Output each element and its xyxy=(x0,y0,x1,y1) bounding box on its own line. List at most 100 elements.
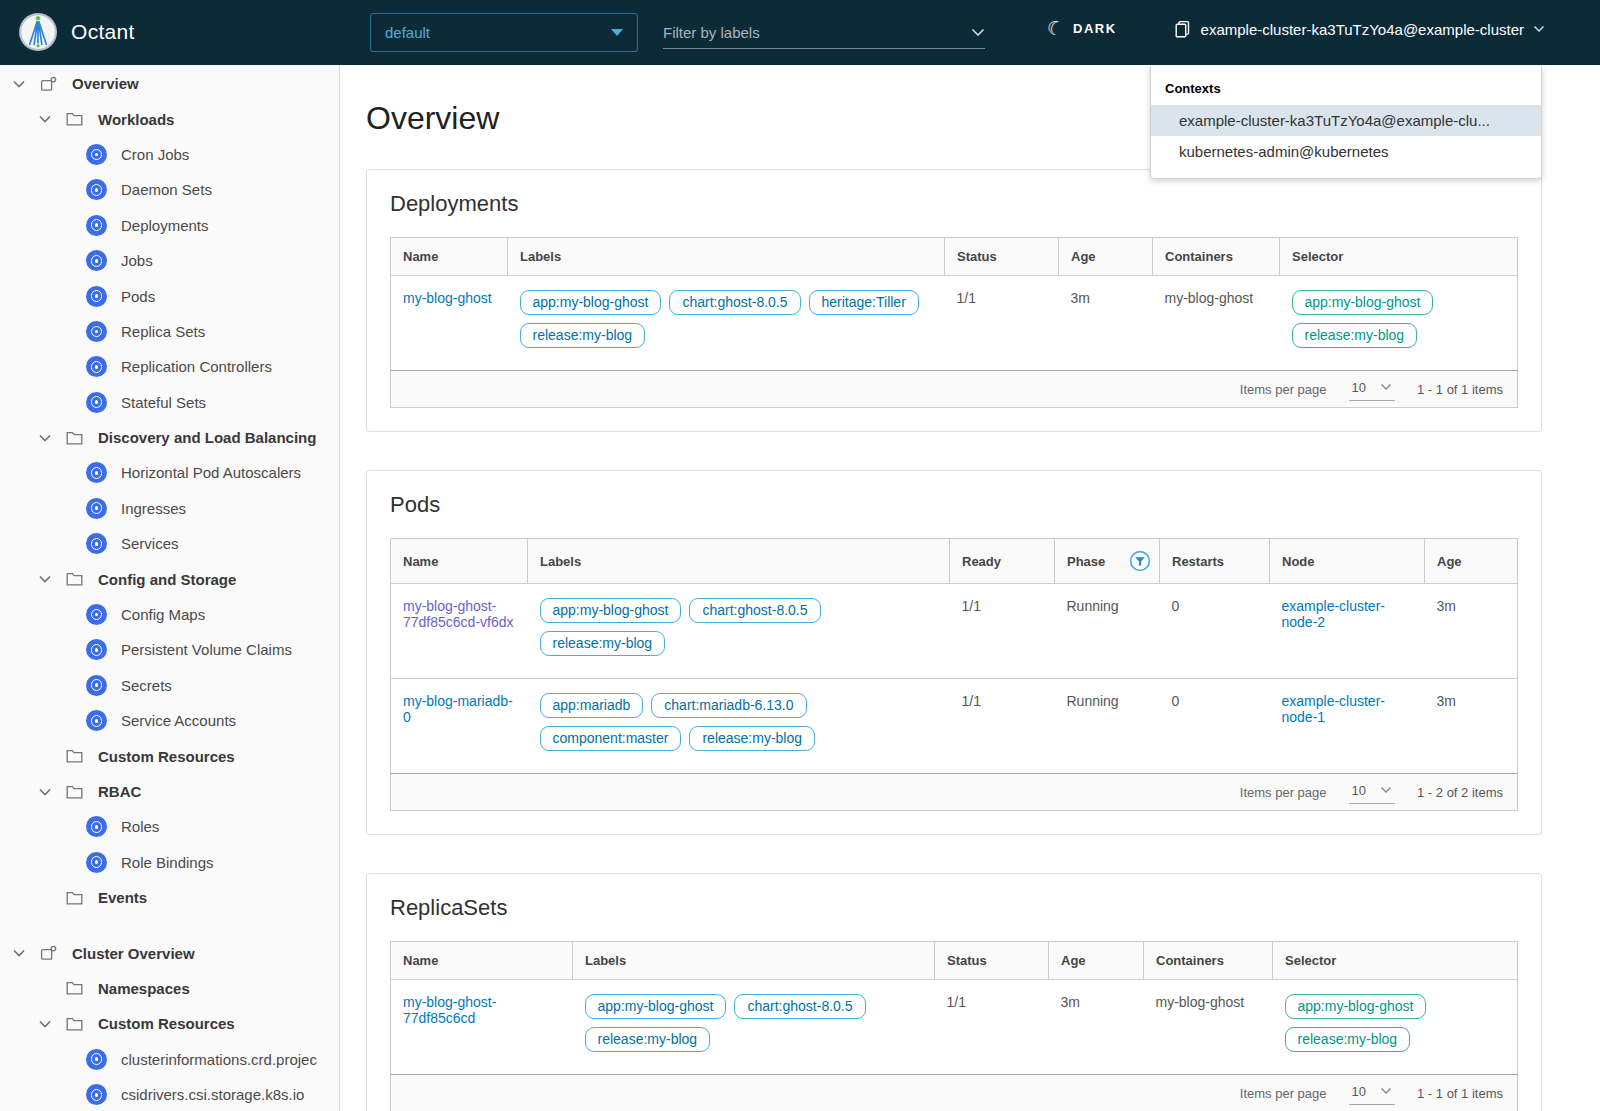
label-tag: app:my-blog-ghost xyxy=(540,598,682,623)
sidebar-item-deployments[interactable]: Deployments xyxy=(0,208,339,243)
chevron-down-icon[interactable] xyxy=(38,1019,53,1029)
label-tag: release:my-blog xyxy=(540,631,666,656)
contexts-dropdown: Contexts example-cluster-ka3TuTzYo4a@exa… xyxy=(1150,66,1542,179)
chevron-down-icon[interactable] xyxy=(38,433,53,443)
column-header-status: Status xyxy=(945,238,1059,276)
sidebar-item-roles[interactable]: Roles xyxy=(0,809,339,844)
sidebar-item-stateful-sets[interactable]: Stateful Sets xyxy=(0,385,339,420)
table-row: my-blog-ghostapp:my-blog-ghostchart:ghos… xyxy=(391,276,1518,371)
filter-by-labels-input[interactable]: Filter by labels xyxy=(663,16,985,49)
context-selector[interactable]: example-cluster-ka3TuTzYo4a@example-clus… xyxy=(1174,20,1545,38)
dark-theme-toggle[interactable]: ☾ DARK xyxy=(1047,19,1117,38)
card-title: ReplicaSets xyxy=(390,895,1518,921)
sidebar-item-label: clusterinformations.crd.projec xyxy=(121,1051,317,1068)
sidebar-item-namespaces[interactable]: Namespaces xyxy=(0,971,339,1006)
sidebar-item-csidrivers-csi-storage-k8s-io[interactable]: csidrivers.csi.storage.k8s.io xyxy=(0,1077,339,1111)
label-tag: chart:mariadb-6.13.0 xyxy=(651,693,806,718)
sidebar-item-label: Namespaces xyxy=(98,980,190,997)
label-tag: release:my-blog xyxy=(520,323,646,348)
column-header-containers: Containers xyxy=(1144,942,1273,980)
sidebar-item-workloads[interactable]: Workloads xyxy=(0,101,339,136)
column-header-inner: Age xyxy=(1437,554,1505,569)
sidebar-item-ingresses[interactable]: Ingresses xyxy=(0,491,339,526)
items-per-page-select[interactable]: 10 xyxy=(1349,378,1395,401)
sidebar-item-persistent-volume-claims[interactable]: Persistent Volume Claims xyxy=(0,632,339,667)
resource-icon xyxy=(86,639,107,660)
chevron-down-icon xyxy=(1380,786,1392,794)
sidebar-item-service-accounts[interactable]: Service Accounts xyxy=(0,703,339,738)
sidebar-item-secrets[interactable]: Secrets xyxy=(0,668,339,703)
sidebar-item-label: Config Maps xyxy=(121,606,205,623)
sidebar-item-label: Events xyxy=(98,889,147,906)
chevron-down-icon[interactable] xyxy=(38,787,53,797)
cell-restarts: 0 xyxy=(1160,584,1270,679)
sidebar-item-cron-jobs[interactable]: Cron Jobs xyxy=(0,137,339,172)
selector-tag: release:my-blog xyxy=(1292,323,1418,348)
context-option-selected[interactable]: example-cluster-ka3TuTzYo4a@example-clu.… xyxy=(1151,105,1541,136)
node-link[interactable]: example-cluster-node-1 xyxy=(1282,693,1385,725)
moon-icon: ☾ xyxy=(1045,17,1066,40)
resource-link[interactable]: my-blog-ghost xyxy=(403,290,492,306)
sidebar-item-config-maps[interactable]: Config Maps xyxy=(0,597,339,632)
items-per-page-value: 10 xyxy=(1352,380,1366,395)
cell-labels: app:my-blog-ghostchart:ghost-8.0.5releas… xyxy=(573,980,935,1075)
sidebar-item-rbac[interactable]: RBAC xyxy=(0,774,339,809)
sidebar-item-jobs[interactable]: Jobs xyxy=(0,243,339,278)
items-per-page-select[interactable]: 10 xyxy=(1349,781,1395,804)
sidebar-item-replication-controllers[interactable]: Replication Controllers xyxy=(0,349,339,384)
sidebar-item-daemon-sets[interactable]: Daemon Sets xyxy=(0,172,339,207)
column-header-label: Age xyxy=(1061,953,1086,968)
sidebar-item-role-bindings[interactable]: Role Bindings xyxy=(0,845,339,880)
sidebar-item-cluster-overview[interactable]: Cluster Overview xyxy=(0,935,339,970)
pagination-range: 1 - 1 of 1 items xyxy=(1417,382,1503,397)
column-header-label: Status xyxy=(947,953,987,968)
column-header-selector: Selector xyxy=(1273,942,1518,980)
sidebar-item-label: Replica Sets xyxy=(121,323,205,340)
sidebar-item-pods[interactable]: Pods xyxy=(0,278,339,313)
sidebar-item-clusterinformations-crd-projec[interactable]: clusterinformations.crd.projec xyxy=(0,1042,339,1077)
column-header-age: Age xyxy=(1049,942,1144,980)
items-per-page-label: Items per page xyxy=(1240,382,1327,397)
filter-funnel-icon[interactable] xyxy=(1129,550,1151,572)
sidebar-item-horizontal-pod-autoscalers[interactable]: Horizontal Pod Autoscalers xyxy=(0,455,339,490)
theme-label: DARK xyxy=(1073,21,1117,36)
label-tag: app:my-blog-ghost xyxy=(585,994,727,1019)
cell-text: Running xyxy=(1067,598,1119,614)
chevron-down-icon[interactable] xyxy=(12,948,27,958)
sidebar-item-config-and-storage[interactable]: Config and Storage xyxy=(0,561,339,596)
column-header-inner: Name xyxy=(403,249,495,264)
sidebar-item-overview[interactable]: Overview xyxy=(0,66,339,101)
resource-icon xyxy=(86,144,107,165)
resource-icon xyxy=(86,1049,107,1070)
sidebar-item-services[interactable]: Services xyxy=(0,526,339,561)
sidebar-item-events[interactable]: Events xyxy=(0,880,339,915)
column-header-inner: Containers xyxy=(1156,953,1260,968)
column-header-inner: Phase xyxy=(1067,550,1147,572)
chevron-down-icon[interactable] xyxy=(12,79,27,89)
label-tag: heritage:Tiller xyxy=(809,290,919,315)
sidebar-item-replica-sets[interactable]: Replica Sets xyxy=(0,314,339,349)
sidebar-item-discovery-and-load-balancing[interactable]: Discovery and Load Balancing xyxy=(0,420,339,455)
column-header-label: Labels xyxy=(520,249,561,264)
cell-name: my-blog-ghost xyxy=(391,276,508,371)
cell-selector: app:my-blog-ghostrelease:my-blog xyxy=(1273,980,1518,1075)
resource-link[interactable]: my-blog-mariadb-0 xyxy=(403,693,513,725)
items-per-page-select[interactable]: 10 xyxy=(1349,1082,1395,1105)
card-replicasets: ReplicaSetsNameLabelsStatusAgeContainers… xyxy=(366,873,1542,1111)
cell-selector: app:my-blog-ghostrelease:my-blog xyxy=(1280,276,1518,371)
label-tag: chart:ghost-8.0.5 xyxy=(734,994,865,1019)
namespace-select[interactable]: default xyxy=(370,13,638,52)
resource-link[interactable]: my-blog-ghost-77df85c6cd xyxy=(403,994,496,1026)
chevron-down-icon[interactable] xyxy=(38,114,53,124)
cell-containers: my-blog-ghost xyxy=(1144,980,1273,1075)
chevron-down-icon[interactable] xyxy=(38,574,53,584)
sidebar-item-custom-resources[interactable]: Custom Resources xyxy=(0,738,339,773)
sidebar-item-label: csidrivers.csi.storage.k8s.io xyxy=(121,1086,304,1103)
column-header-containers: Containers xyxy=(1153,238,1280,276)
node-link[interactable]: example-cluster-node-2 xyxy=(1282,598,1385,630)
resource-link[interactable]: my-blog-ghost-77df85c6cd-vf6dx xyxy=(403,598,514,630)
context-option[interactable]: kubernetes-admin@kubernetes xyxy=(1151,136,1541,167)
sidebar-item-custom-resources[interactable]: Custom Resources xyxy=(0,1006,339,1041)
column-header-labels: Labels xyxy=(528,539,950,584)
cell-text: 3m xyxy=(1071,290,1090,306)
